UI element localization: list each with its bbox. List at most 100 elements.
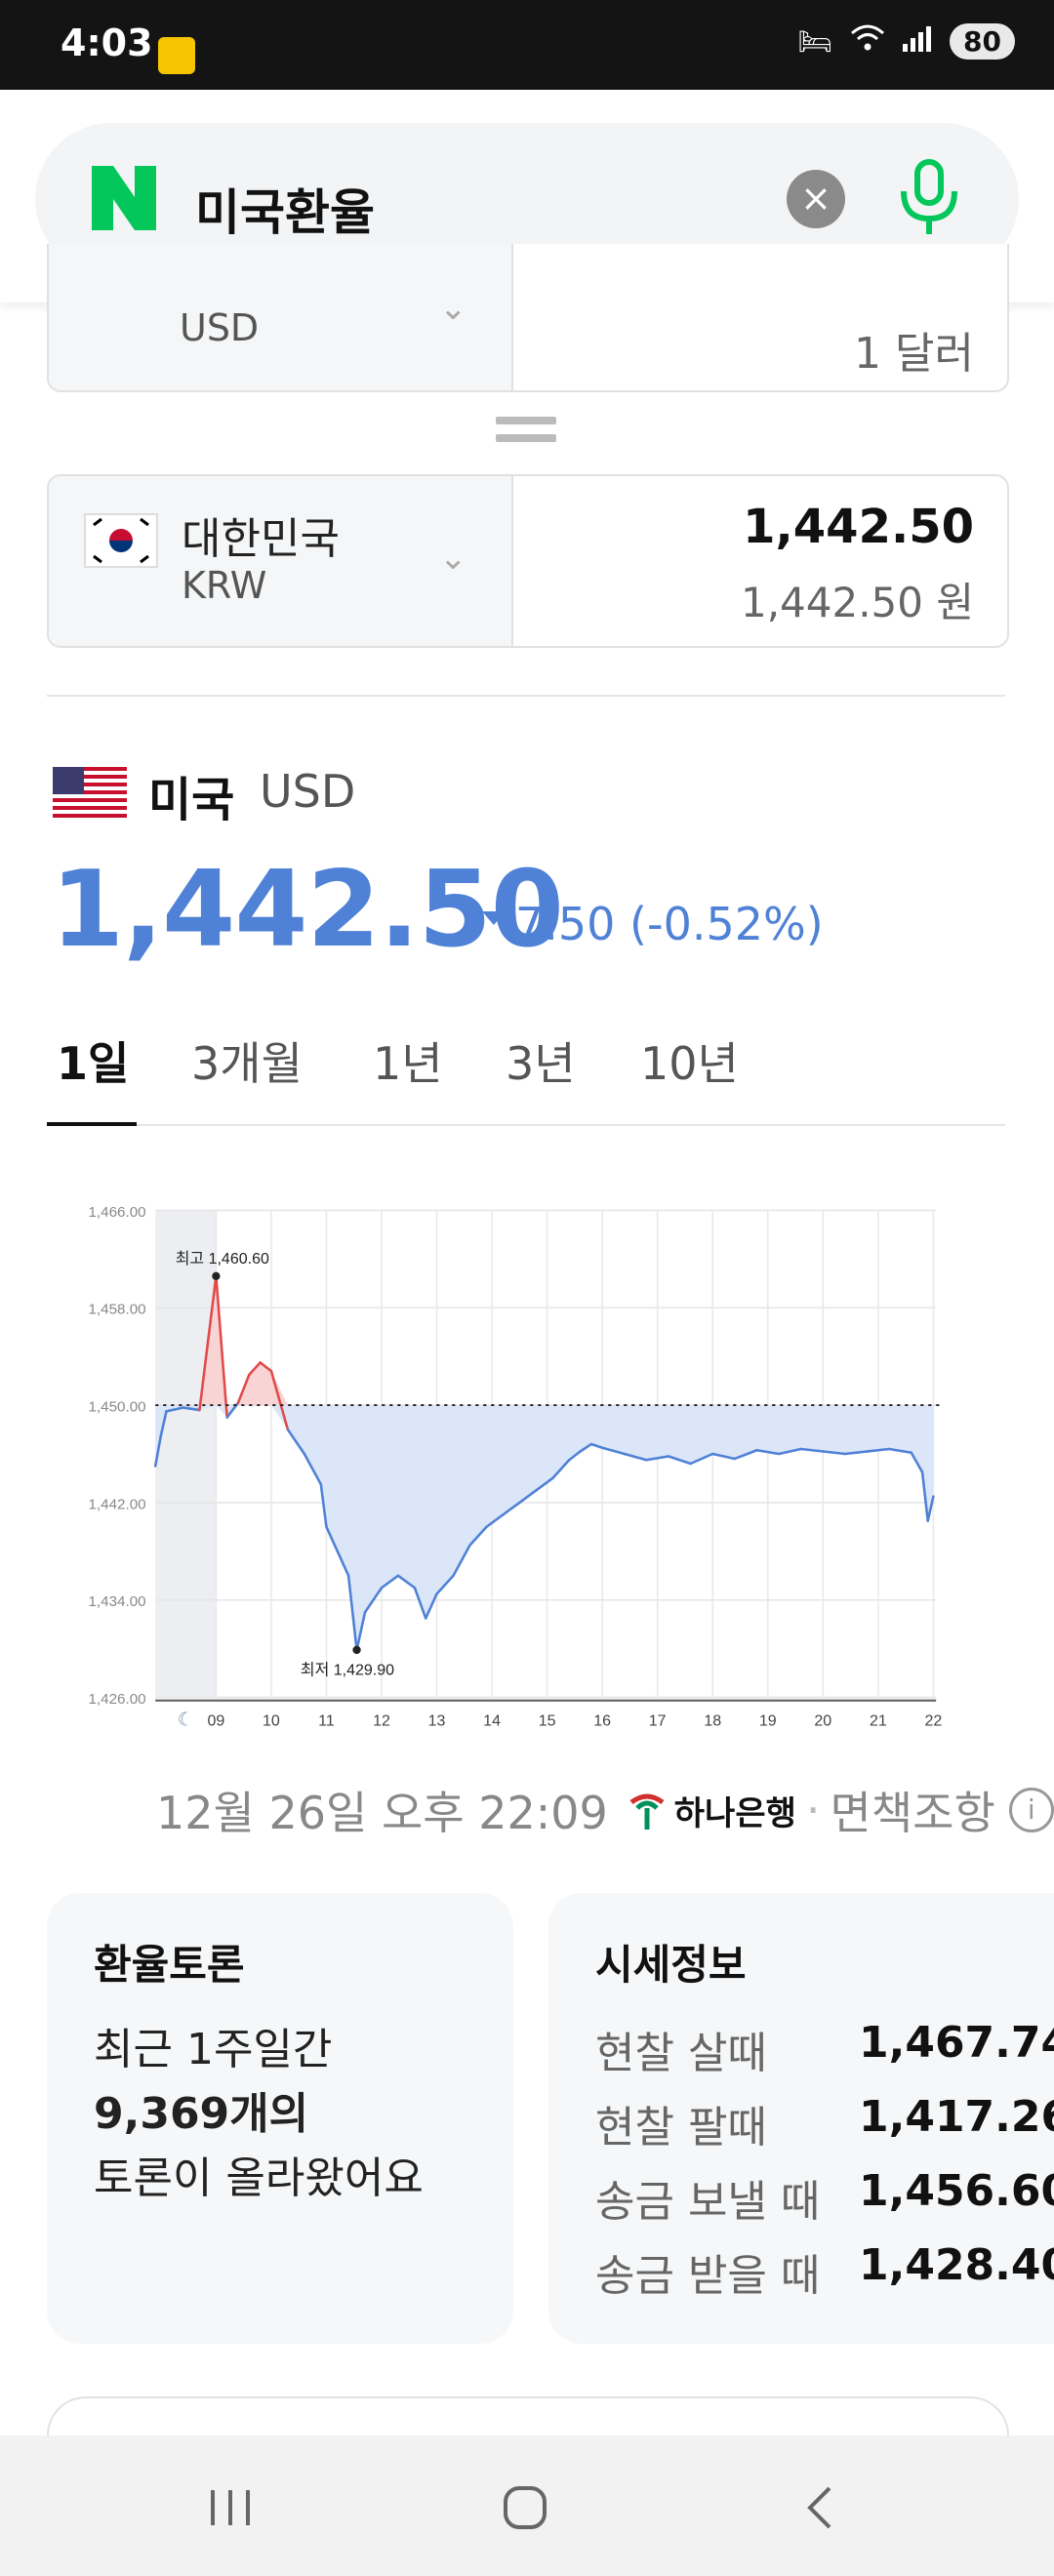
- series-line-segment: [363, 1586, 384, 1614]
- from-amount: 1 달러: [854, 329, 974, 379]
- rate-chart[interactable]: 1,466.00 1,458.00 1,450.00 1,442.00 1,434.00…: [39, 1157, 1015, 1782]
- quote-label: 현찰 팔때: [595, 2103, 767, 2153]
- x-tick-label: 22: [924, 1712, 942, 1729]
- series-line-segment: [485, 1513, 505, 1529]
- to-amount-won: 1,442.50 원: [740, 579, 974, 626]
- currency-country: 미국: [148, 773, 235, 827]
- bank-name: 하나은행: [673, 1793, 796, 1833]
- converter-to: 대한민국 KRW ⌄ 1,442.50 1,442.50 원: [47, 474, 1009, 648]
- high-label: 최고 1,460.60: [176, 1250, 269, 1268]
- series-line-segment: [518, 1489, 538, 1505]
- discussion-summary: 최근 1주일간 9,369개의 토론이 올라왔어요: [94, 2018, 424, 2211]
- quote-value: 1,467.74: [859, 2018, 1054, 2068]
- rate-change-text: 7.50 (-0.52%): [515, 898, 824, 950]
- series-line-segment: [689, 1452, 714, 1466]
- hana-bank-icon: [629, 1793, 665, 1830]
- tab-10years[interactable]: 10년: [640, 1037, 739, 1090]
- period-tabs: 1일 3개월 1년 3년 10년: [47, 1015, 1005, 1126]
- series-line-segment: [567, 1450, 582, 1462]
- y-tick-label: 1,442.00: [88, 1496, 145, 1512]
- series-line-segment: [303, 1452, 323, 1486]
- info-icon[interactable]: i: [1008, 1788, 1054, 1832]
- search-input[interactable]: 미국환율: [195, 184, 375, 241]
- series-line-segment: [346, 1574, 358, 1652]
- quote-row: 송금 보낼 때 1,456.60: [595, 2166, 1054, 2231]
- converter-from: USD ⌄ 1 달러: [47, 244, 1009, 392]
- source-row: 12월 26일 오후 22:09 하나은행 · 면책조항 i: [156, 1778, 1054, 1842]
- series-line-segment: [667, 1455, 692, 1466]
- series-line-segment: [468, 1525, 488, 1547]
- back-icon[interactable]: [781, 2478, 859, 2537]
- y-tick-label: 1,450.00: [88, 1398, 145, 1415]
- quote-row: 현찰 팔때 1,417.26: [595, 2092, 1054, 2156]
- wifi-icon: [850, 23, 885, 60]
- series-line-segment: [325, 1525, 340, 1553]
- rate-change: 7.50 (-0.52%): [482, 898, 824, 950]
- series-line-segment: [733, 1448, 758, 1461]
- series-line-segment: [259, 1361, 273, 1373]
- signal-icon: [903, 24, 932, 59]
- quote-value: 1,428.40: [859, 2240, 1054, 2290]
- korea-flag-icon: [84, 513, 158, 568]
- currency-select-to[interactable]: 대한민국 KRW ⌄: [49, 476, 513, 646]
- series-line-segment: [550, 1458, 571, 1480]
- quote-label: 송금 보낼 때: [595, 2177, 821, 2227]
- to-country-name: 대한민국: [182, 514, 340, 564]
- tab-3years[interactable]: 3년: [506, 1037, 576, 1090]
- home-icon[interactable]: [486, 2478, 564, 2537]
- series-line-segment: [153, 1434, 163, 1468]
- chevron-down-icon: ⌄: [439, 539, 467, 578]
- x-tick-label: 13: [428, 1712, 446, 1729]
- quote-label: 현찰 살때: [595, 2029, 767, 2078]
- naver-logo-icon[interactable]: [92, 166, 156, 230]
- series-line-segment: [182, 1406, 201, 1412]
- series-line-segment: [535, 1476, 554, 1492]
- chart-timestamp: 12월 26일 오후 22:09: [156, 1787, 608, 1839]
- series-line-segment: [159, 1410, 168, 1437]
- quote-value: 1,456.60: [859, 2166, 1054, 2216]
- series-line-segment: [822, 1450, 847, 1456]
- discussion-line1: 최근 1주일간: [94, 2025, 333, 2074]
- series-line-segment: [623, 1452, 648, 1462]
- x-tick-label: 18: [704, 1712, 721, 1729]
- high-point: [212, 1271, 221, 1280]
- to-amount-output[interactable]: 1,442.50 1,442.50 원: [513, 476, 1007, 646]
- x-tick-label: 12: [373, 1712, 390, 1729]
- tab-3months[interactable]: 3개월: [191, 1037, 303, 1090]
- discussion-line3: 토론이 올라왔어요: [94, 2153, 424, 2203]
- series-line-segment: [248, 1361, 262, 1377]
- status-time: 4:03: [61, 21, 153, 64]
- disclaimer-link[interactable]: 면책조항: [830, 1787, 995, 1839]
- series-line-segment: [236, 1373, 251, 1404]
- series-line-segment: [579, 1442, 593, 1453]
- series-line-segment: [413, 1586, 427, 1620]
- x-tick-label: 19: [759, 1712, 777, 1729]
- x-tick-label: 14: [483, 1712, 501, 1729]
- series-line-segment: [396, 1574, 417, 1590]
- x-tick-label: 20: [814, 1712, 831, 1729]
- microphone-icon[interactable]: [890, 156, 968, 240]
- series-line-segment: [600, 1446, 627, 1456]
- series-line-segment: [286, 1428, 306, 1456]
- from-currency-code: USD: [180, 306, 260, 349]
- recent-apps-icon[interactable]: [191, 2478, 269, 2537]
- battery-badge: 80: [950, 23, 1015, 60]
- discussion-card[interactable]: 환율토론 최근 1주일간 9,369개의 토론이 올라왔어요: [47, 1893, 513, 2344]
- series-line-segment: [799, 1447, 825, 1453]
- quote-info-card[interactable]: 시세정보 현찰 살때 1,467.74 현찰 팔때 1,417.26 송금 보낼…: [548, 1893, 1054, 2344]
- navigation-bar: [0, 2435, 1054, 2576]
- quote-value: 1,417.26: [859, 2092, 1054, 2142]
- tab-1day[interactable]: 1일: [57, 1037, 130, 1090]
- series-line-segment: [710, 1452, 737, 1461]
- quote-row: 송금 받을 때 1,428.40: [595, 2240, 1054, 2305]
- tab-1year[interactable]: 1년: [373, 1037, 443, 1090]
- moon-icon: ☾: [178, 1708, 194, 1730]
- currency-select-from[interactable]: USD ⌄: [49, 244, 513, 390]
- from-amount-input[interactable]: 1 달러: [513, 244, 1007, 390]
- us-flag-icon: [53, 767, 127, 818]
- equals-icon: [496, 417, 556, 442]
- clear-search-button[interactable]: ×: [787, 170, 845, 228]
- y-tick-label: 1,434.00: [88, 1593, 145, 1610]
- chevron-down-icon: ⌄: [439, 289, 467, 328]
- series-line-segment: [380, 1574, 400, 1590]
